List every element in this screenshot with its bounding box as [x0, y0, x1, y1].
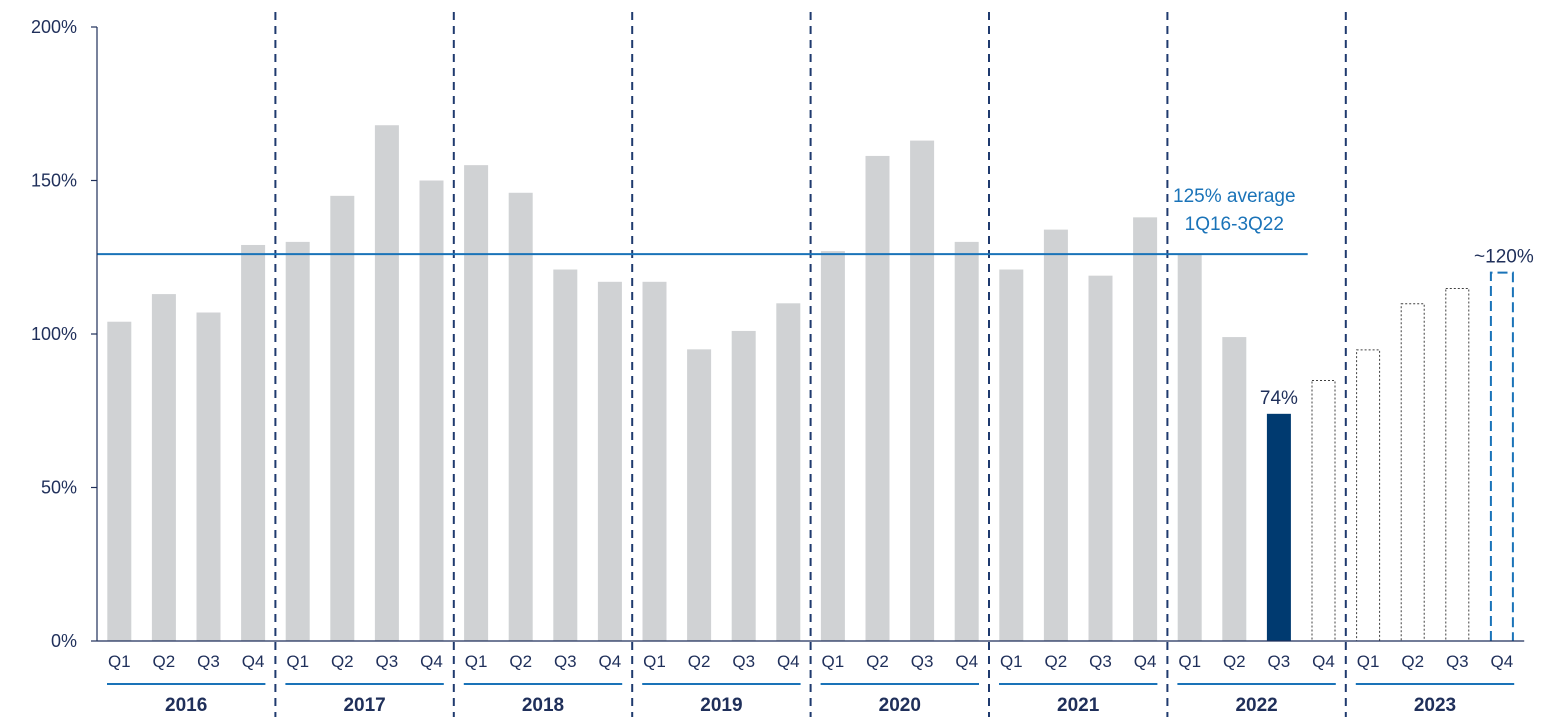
- bar-actual: [464, 165, 489, 641]
- bar-actual: [865, 155, 890, 641]
- highlight-value-label: 74%: [1260, 388, 1298, 409]
- bar-target: [1489, 271, 1514, 641]
- quarter-label: Q3: [732, 652, 755, 671]
- bar-actual: [107, 321, 132, 641]
- quarter-label: Q3: [197, 652, 220, 671]
- bar-projected: [1356, 349, 1381, 642]
- quarter-label: Q4: [1312, 652, 1335, 671]
- quarter-label: Q1: [643, 652, 666, 671]
- quarter-label: Q1: [1357, 652, 1380, 671]
- bar-actual: [1133, 217, 1158, 641]
- quarter-label: Q1: [822, 652, 845, 671]
- quarter-label: Q3: [911, 652, 934, 671]
- bar-projected: [1311, 380, 1336, 642]
- quarter-label: Q4: [242, 652, 265, 671]
- bar-actual: [196, 312, 221, 641]
- year-label: 2017: [343, 695, 385, 716]
- average-label-line2: 1Q16-3Q22: [1185, 214, 1284, 235]
- quarter-label: Q3: [1089, 652, 1112, 671]
- bar-actual: [1088, 275, 1113, 641]
- year-label: 2020: [879, 695, 921, 716]
- year-label: 2016: [165, 695, 207, 716]
- bar-actual: [1177, 254, 1202, 641]
- quarter-label: Q3: [554, 652, 577, 671]
- annotations-group: 125% average 1Q16-3Q22 74% ~120%: [1173, 186, 1534, 409]
- quarter-label: Q4: [777, 652, 800, 671]
- y-tick-label: 50%: [41, 478, 77, 498]
- bar-actual: [910, 140, 935, 641]
- quarter-label: Q2: [331, 652, 354, 671]
- bar-actual: [285, 241, 310, 641]
- quarter-label: Q1: [108, 652, 131, 671]
- bar-actual: [642, 281, 667, 641]
- bar-actual: [776, 303, 801, 641]
- quarter-label: Q4: [599, 652, 622, 671]
- quarter-label: Q4: [1491, 652, 1514, 671]
- bar-actual: [330, 195, 355, 641]
- bar-highlight: [1266, 413, 1291, 641]
- bar-actual: [731, 330, 756, 641]
- quarter-label: Q2: [688, 652, 711, 671]
- bar-actual: [241, 244, 266, 641]
- bar-projected: [1445, 287, 1470, 642]
- quarter-label: Q2: [866, 652, 889, 671]
- quarter-label: Q4: [955, 652, 978, 671]
- year-label: 2023: [1414, 695, 1456, 716]
- target-value-label: ~120%: [1474, 247, 1534, 268]
- bar-actual: [1043, 229, 1068, 641]
- bar-actual: [597, 281, 622, 641]
- year-dividers: [274, 12, 1347, 717]
- bar-actual: [419, 180, 444, 641]
- bar-actual: [151, 294, 176, 641]
- year-label: 2022: [1235, 695, 1277, 716]
- year-label: 2019: [700, 695, 742, 716]
- axes-group: 0% 50% 100% 150% 200%: [31, 17, 1525, 651]
- quarter-label: Q2: [153, 652, 176, 671]
- bar-actual: [954, 241, 979, 641]
- quarter-label: Q3: [1446, 652, 1469, 671]
- quarter-label: Q1: [465, 652, 488, 671]
- quarter-label: Q1: [286, 652, 309, 671]
- quarter-label: Q2: [509, 652, 532, 671]
- bar-actual: [687, 349, 712, 641]
- quarter-label: Q1: [1178, 652, 1201, 671]
- x-axis-labels: Q1 Q2 Q3 Q4 Q1 Q2 Q3 Q4 Q1 Q2 Q3 Q4 Q1 Q2 Q3 Q4 Q1 Q2 Q3 Q4…: [107, 652, 1515, 716]
- bar-actual: [508, 192, 533, 641]
- quarter-label: Q4: [1134, 652, 1157, 671]
- quarter-label: Q2: [1401, 652, 1424, 671]
- year-label: 2021: [1057, 695, 1100, 716]
- quarter-label: Q1: [1000, 652, 1023, 671]
- quarter-label: Q2: [1223, 652, 1246, 671]
- bar-actual: [553, 269, 578, 641]
- quarter-label: Q3: [1268, 652, 1291, 671]
- bar-actual: [999, 269, 1024, 641]
- y-tick-label: 100%: [31, 324, 77, 344]
- average-label-line1: 125% average: [1173, 186, 1296, 207]
- bar-actual: [820, 251, 845, 642]
- quarter-label: Q4: [420, 652, 443, 671]
- year-label: 2018: [522, 695, 564, 716]
- y-tick-label: 150%: [31, 171, 77, 191]
- bar-projected: [1400, 303, 1425, 642]
- quarter-label: Q3: [376, 652, 399, 671]
- y-tick-label: 0%: [51, 631, 77, 651]
- y-tick-label: 200%: [31, 17, 77, 37]
- bar-actual: [374, 125, 399, 642]
- quarter-label: Q2: [1045, 652, 1068, 671]
- bar-actual: [1222, 337, 1247, 641]
- bars-group: [107, 125, 1514, 642]
